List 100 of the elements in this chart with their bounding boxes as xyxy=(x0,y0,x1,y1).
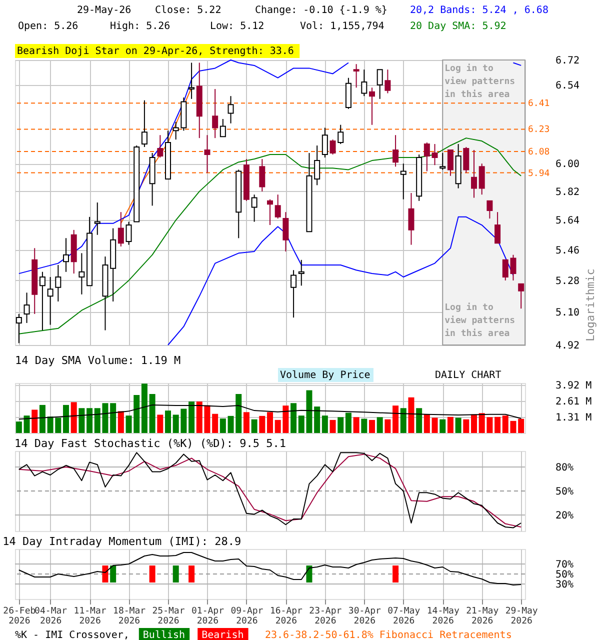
candlestick xyxy=(322,127,328,158)
x-tick-label: 07-May 2026 xyxy=(388,606,421,626)
candlestick xyxy=(392,134,399,168)
y-tick-label: 6.54 xyxy=(556,80,580,92)
candlestick xyxy=(126,221,132,246)
candlestick xyxy=(494,212,501,244)
bar xyxy=(32,410,38,433)
x-tick-label: 21-May 2026 xyxy=(466,606,500,626)
text: 23.6-38.2-50-61.8% Fibonacci Retracements xyxy=(265,630,512,640)
text: %K - IMI Crossover, xyxy=(15,630,130,640)
chart-title: 14 Day Fast Stochastic (%K) (%D): 9.5 5.1 xyxy=(14,437,286,450)
candlestick xyxy=(440,152,446,170)
candlestick xyxy=(330,139,336,155)
candlestick xyxy=(228,96,234,124)
candlestick xyxy=(259,158,266,192)
x-tick-label: 16-Apr 2026 xyxy=(270,606,304,626)
bar xyxy=(290,403,297,433)
candlestick xyxy=(47,276,54,326)
chart-title: 14 Day Intraday Momentum (IMI): 28.9 xyxy=(2,535,242,548)
text: Change: -0.10 {-1.9 %} xyxy=(255,5,388,16)
bar xyxy=(86,408,93,433)
line-series xyxy=(18,60,349,274)
bar xyxy=(24,416,30,433)
candlestick xyxy=(290,270,297,318)
bar xyxy=(220,418,226,433)
candlestick xyxy=(157,134,164,158)
candlestick xyxy=(518,283,524,310)
text: Open: 5.26 xyxy=(18,21,78,32)
bar xyxy=(330,420,336,433)
candlestick xyxy=(376,69,383,100)
y-tick-label: 4.92 xyxy=(556,340,580,352)
y-tick-label: 5.10 xyxy=(556,308,580,319)
ref-line-label: 6.41 xyxy=(528,99,550,110)
text: Bearish xyxy=(202,630,244,640)
y-tick-label: 6.00 xyxy=(556,159,580,170)
candlestick xyxy=(267,198,273,226)
line-series xyxy=(18,138,522,334)
y-tick-label: 70% xyxy=(556,560,574,570)
y-tick-label: 3.92 M xyxy=(556,380,592,392)
candlestick xyxy=(118,212,124,247)
candlestick xyxy=(39,271,46,331)
bar xyxy=(157,414,164,433)
text: 29-May-26 xyxy=(77,5,132,16)
y-tick-label: 2.61 M xyxy=(556,396,592,408)
candlestick xyxy=(204,134,210,174)
bar xyxy=(392,406,399,433)
text: Bullish xyxy=(142,630,186,640)
bar xyxy=(78,408,85,433)
y-tick-label: 50% xyxy=(556,570,574,580)
y-tick-label: 50% xyxy=(556,486,574,498)
candlestick xyxy=(282,212,289,252)
bar xyxy=(369,420,375,433)
candlestick xyxy=(424,142,430,172)
candlestick xyxy=(24,292,30,324)
line-series xyxy=(18,552,522,586)
bar xyxy=(141,384,148,433)
y-tick-label: 80% xyxy=(556,462,574,474)
line-series xyxy=(168,216,514,346)
x-tick-label: 30-Apr 2026 xyxy=(348,606,382,626)
candlestick xyxy=(220,118,226,138)
ref-line-label: 5.94 xyxy=(528,168,550,179)
x-tick-label: 09-Apr 2026 xyxy=(230,606,264,626)
candlestick xyxy=(471,149,477,198)
bar xyxy=(361,418,368,433)
candlestick xyxy=(353,64,360,88)
bar xyxy=(408,397,414,433)
y-tick-label: 1.31 M xyxy=(556,412,592,424)
text: Close: 5.22 xyxy=(155,5,222,16)
x-tick-label: 18-Mar 2026 xyxy=(113,606,146,626)
x-tick-label: 23-Apr 2026 xyxy=(309,606,342,626)
y-tick-label: 5.46 xyxy=(556,245,580,256)
candlestick xyxy=(188,62,195,100)
bar xyxy=(494,416,501,433)
bar xyxy=(400,408,406,433)
text: Low: 5.12 xyxy=(210,21,264,32)
y-tick-label: 5.64 xyxy=(556,216,580,227)
candlestick xyxy=(432,144,438,166)
bar xyxy=(432,418,438,433)
candlestick xyxy=(369,87,375,126)
candlestick xyxy=(463,146,470,174)
bar xyxy=(447,416,454,433)
x-tick-label: 04-Mar 2026 xyxy=(34,606,68,626)
candlestick xyxy=(251,194,258,222)
candlestick xyxy=(478,163,485,196)
y-tick-label: 6.72 xyxy=(556,56,580,66)
bar xyxy=(322,416,328,433)
candlestick xyxy=(94,202,100,236)
candlestick xyxy=(55,264,62,302)
bar xyxy=(416,408,422,433)
x-tick-label: 01-Apr 2026 xyxy=(191,606,225,626)
candlestick xyxy=(141,100,148,148)
bar xyxy=(110,403,116,433)
candlestick xyxy=(212,88,218,139)
y-tick-label: 5.82 xyxy=(556,186,580,198)
bar xyxy=(518,418,524,433)
bar xyxy=(455,418,462,433)
candlestick xyxy=(314,144,320,186)
bar xyxy=(251,419,258,433)
bar xyxy=(471,414,477,433)
bar xyxy=(314,406,320,433)
